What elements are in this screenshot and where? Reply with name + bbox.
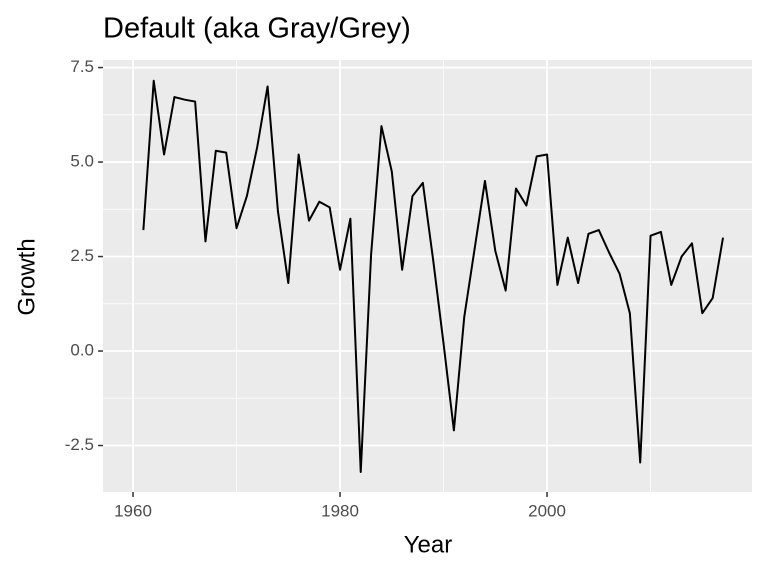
x-tick-label: 2000 — [528, 501, 566, 520]
y-tick-label: 7.5 — [70, 57, 94, 76]
x-tick-label: 1960 — [114, 501, 152, 520]
panel — [103, 60, 752, 492]
line — [142, 79, 725, 473]
chart-title: Default (aka Gray/Grey) — [103, 13, 411, 45]
y-tick-label: 5.0 — [70, 152, 94, 171]
y-axis-label: Growth — [13, 238, 40, 315]
y-tick-label: -2.5 — [65, 435, 94, 454]
y-tick-label: 2.5 — [70, 246, 94, 265]
y-tick-label: 0.0 — [70, 341, 94, 360]
x-tick-label: 1980 — [321, 501, 359, 520]
x-axis-label: Year — [404, 531, 453, 558]
